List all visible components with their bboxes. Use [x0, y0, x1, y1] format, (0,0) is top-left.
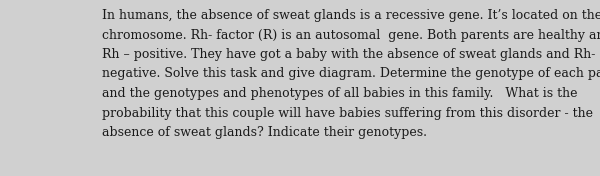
Text: chromosome. Rh- factor (R) is an autosomal  gene. Both parents are healthy and: chromosome. Rh- factor (R) is an autosom… [102, 29, 600, 42]
Text: Rh – positive. They have got a baby with the absence of sweat glands and Rh-: Rh – positive. They have got a baby with… [102, 48, 595, 61]
Text: negative. Solve this task and give diagram. Determine the genotype of each paren: negative. Solve this task and give diagr… [102, 68, 600, 80]
Text: In humans, the absence of sweat glands is a recessive gene. It’s located on the : In humans, the absence of sweat glands i… [102, 9, 600, 22]
Text: and the genotypes and phenotypes of all babies in this family.   What is the: and the genotypes and phenotypes of all … [102, 87, 577, 100]
Text: absence of sweat glands? Indicate their genotypes.: absence of sweat glands? Indicate their … [102, 126, 427, 139]
Text: probability that this couple will have babies suffering from this disorder - the: probability that this couple will have b… [102, 106, 593, 120]
